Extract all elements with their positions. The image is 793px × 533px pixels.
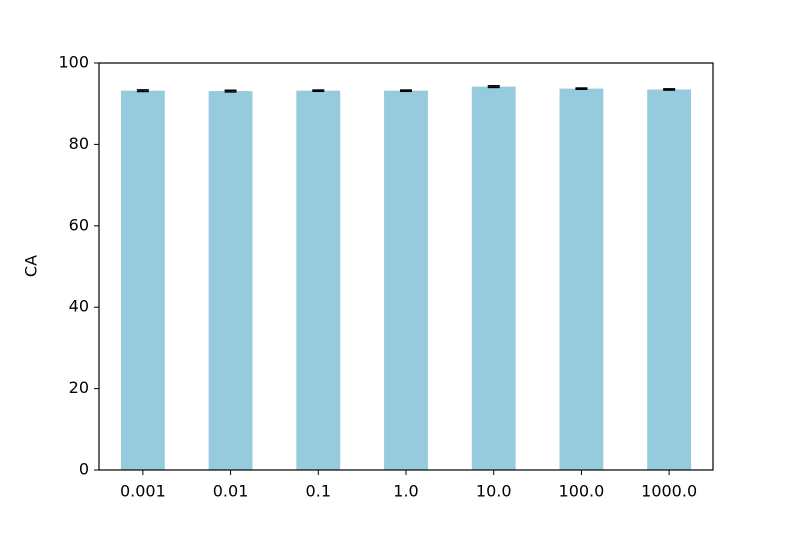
y-tick-label: 60	[69, 215, 89, 234]
error-bar	[400, 89, 412, 93]
x-tick-label: 1.0	[393, 482, 418, 501]
y-axis-label: CA	[22, 255, 41, 277]
error-bar	[224, 89, 237, 93]
x-tick-label: 0.01	[213, 482, 249, 501]
y-tick-label: 0	[79, 460, 89, 479]
bar	[120, 90, 165, 471]
x-tick-label: 100.0	[559, 482, 605, 501]
error-bar	[136, 89, 149, 93]
bar	[296, 90, 341, 471]
y-tick-label: 80	[69, 134, 89, 153]
x-tick-label: 0.001	[120, 482, 166, 501]
y-tick-label: 20	[69, 378, 89, 397]
x-tick-label: 10.0	[476, 482, 512, 501]
error-bar	[312, 89, 325, 93]
bar	[559, 88, 604, 471]
y-tick-label: 40	[69, 297, 89, 316]
bar	[647, 89, 692, 470]
error-bar	[663, 88, 676, 91]
error-bar	[575, 87, 588, 91]
bar	[384, 90, 428, 471]
plot-frame	[98, 62, 714, 471]
error-bar	[487, 85, 500, 89]
x-tick-label: 1000.0	[641, 482, 697, 501]
bar	[208, 91, 253, 470]
bar	[471, 86, 516, 470]
x-tick-label: 0.1	[306, 482, 331, 501]
y-tick-label: 100	[58, 53, 89, 72]
